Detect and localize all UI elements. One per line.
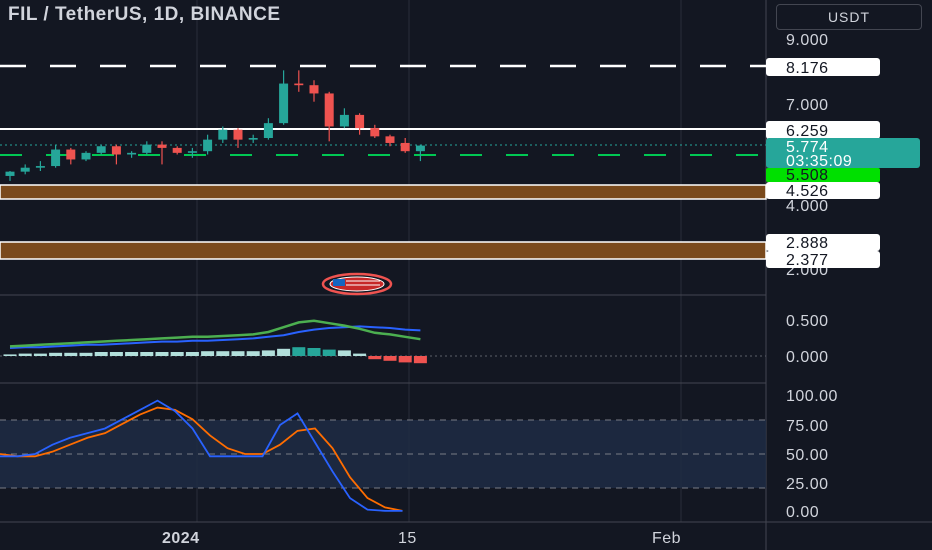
candle-body[interactable] — [248, 138, 258, 140]
macd-histogram-bar — [201, 351, 215, 356]
macd-tick: 0.500 — [786, 313, 829, 330]
svg-text:2.377: 2.377 — [786, 252, 829, 269]
candle-body[interactable] — [294, 83, 304, 86]
stoch-tick: 100.00 — [786, 388, 838, 405]
candlestick-series — [5, 70, 425, 181]
stochastic-indicator — [0, 399, 403, 512]
svg-text:4.526: 4.526 — [786, 183, 829, 200]
price-tick: 7.000 — [786, 97, 829, 114]
macd-histogram-bar — [368, 356, 382, 360]
macd-histogram-bar — [170, 352, 184, 356]
candle-body[interactable] — [370, 128, 380, 137]
candle-body[interactable] — [218, 129, 228, 140]
macd-line — [9, 319, 421, 348]
time-label-15: 15 — [398, 530, 417, 547]
macd-histogram-bar — [64, 352, 78, 356]
currency-button[interactable]: USDT — [776, 4, 922, 30]
candle-body[interactable] — [233, 129, 243, 140]
candle-body[interactable] — [20, 167, 30, 172]
macd-histogram-bar — [231, 351, 245, 356]
macd-histogram-bar — [246, 351, 260, 356]
stoch-tick: 25.00 — [786, 476, 829, 493]
stoch-tick: 50.00 — [786, 447, 829, 464]
candle-body[interactable] — [66, 149, 76, 160]
macd-histogram-bar — [383, 356, 397, 361]
candle-body[interactable] — [51, 149, 61, 167]
macd-histogram-bar — [337, 350, 351, 356]
us-flag-event-icon[interactable] — [321, 272, 393, 296]
candle-body[interactable] — [339, 114, 349, 127]
macd-indicator — [3, 319, 427, 364]
candle-body[interactable] — [111, 146, 121, 155]
stoch-d-line — [0, 406, 403, 512]
macd-histogram-bar — [277, 348, 291, 356]
candle-body[interactable] — [203, 139, 213, 152]
price-tick: 4.000 — [786, 198, 829, 215]
candle-body[interactable] — [187, 151, 197, 153]
candle-body[interactable] — [96, 146, 106, 153]
svg-text:5.774: 5.774 — [786, 139, 829, 156]
macd-histogram-bar — [3, 354, 17, 356]
macd-histogram-bar — [292, 347, 306, 356]
macd-histogram-bar — [353, 353, 367, 356]
stoch-tick: 75.00 — [786, 418, 829, 435]
last-price-tag[interactable]: 5.774 03:35:09 — [766, 138, 920, 170]
macd-tick: 0.000 — [786, 349, 829, 366]
price-tick: 9.000 — [786, 32, 829, 49]
candle-body[interactable] — [81, 152, 91, 160]
macd-histogram-bar — [79, 352, 93, 356]
candle-body[interactable] — [355, 114, 365, 129]
svg-text:03:35:09: 03:35:09 — [786, 153, 852, 170]
macd-histogram-bar — [49, 352, 63, 356]
candle-body[interactable] — [127, 152, 137, 155]
svg-text:6.259: 6.259 — [786, 123, 829, 140]
candle-body[interactable] — [5, 171, 15, 176]
support-zone-1[interactable] — [0, 184, 767, 200]
candle-body[interactable] — [157, 144, 167, 148]
macd-histogram-bar — [216, 351, 230, 356]
macd-histogram-bar — [125, 352, 139, 356]
macd-histogram-bar — [322, 349, 336, 356]
price-tag-6259[interactable]: 6.259 — [766, 121, 880, 140]
macd-histogram-bar — [398, 356, 412, 363]
macd-histogram-bar — [413, 356, 427, 364]
candle-body[interactable] — [172, 147, 182, 153]
candle-body[interactable] — [400, 142, 410, 152]
macd-histogram-bar — [33, 353, 47, 356]
svg-text:5.508: 5.508 — [786, 167, 829, 184]
price-tag-5508[interactable]: 5.508 — [766, 167, 880, 184]
candle-body[interactable] — [385, 136, 395, 143]
candle-body[interactable] — [309, 85, 319, 94]
macd-histogram-bar — [155, 352, 169, 356]
support-zone-2[interactable] — [0, 241, 767, 260]
candle-body[interactable] — [35, 166, 45, 168]
macd-histogram-bar — [307, 348, 321, 356]
price-tag-2888[interactable]: 2.888 — [766, 234, 880, 252]
price-tag-2377[interactable]: 2.377 — [766, 251, 880, 269]
price-tag-4526[interactable]: 4.526 — [766, 182, 880, 200]
time-label-2024: 2024 — [162, 530, 200, 547]
macd-histogram-bar — [185, 352, 199, 356]
candle-body[interactable] — [263, 123, 273, 138]
macd-histogram-bar — [18, 353, 32, 356]
svg-text:8.176: 8.176 — [786, 60, 829, 77]
symbol-title[interactable]: FIL / TetherUS, 1D, BINANCE — [8, 4, 281, 25]
macd-histogram-bar — [140, 352, 154, 356]
macd-histogram-bar — [94, 352, 108, 356]
candle-body[interactable] — [142, 144, 152, 153]
time-label-feb: Feb — [652, 530, 681, 547]
candle-body[interactable] — [279, 83, 289, 124]
candle-body[interactable] — [415, 145, 425, 152]
stoch-tick: 0.00 — [786, 504, 819, 521]
macd-histogram-bar — [261, 350, 275, 356]
price-tag-8176[interactable]: 8.176 — [766, 58, 880, 77]
macd-histogram-bar — [109, 352, 123, 356]
stoch-k-line — [0, 399, 403, 512]
candle-body[interactable] — [324, 93, 334, 127]
svg-text:2.888: 2.888 — [786, 235, 829, 252]
